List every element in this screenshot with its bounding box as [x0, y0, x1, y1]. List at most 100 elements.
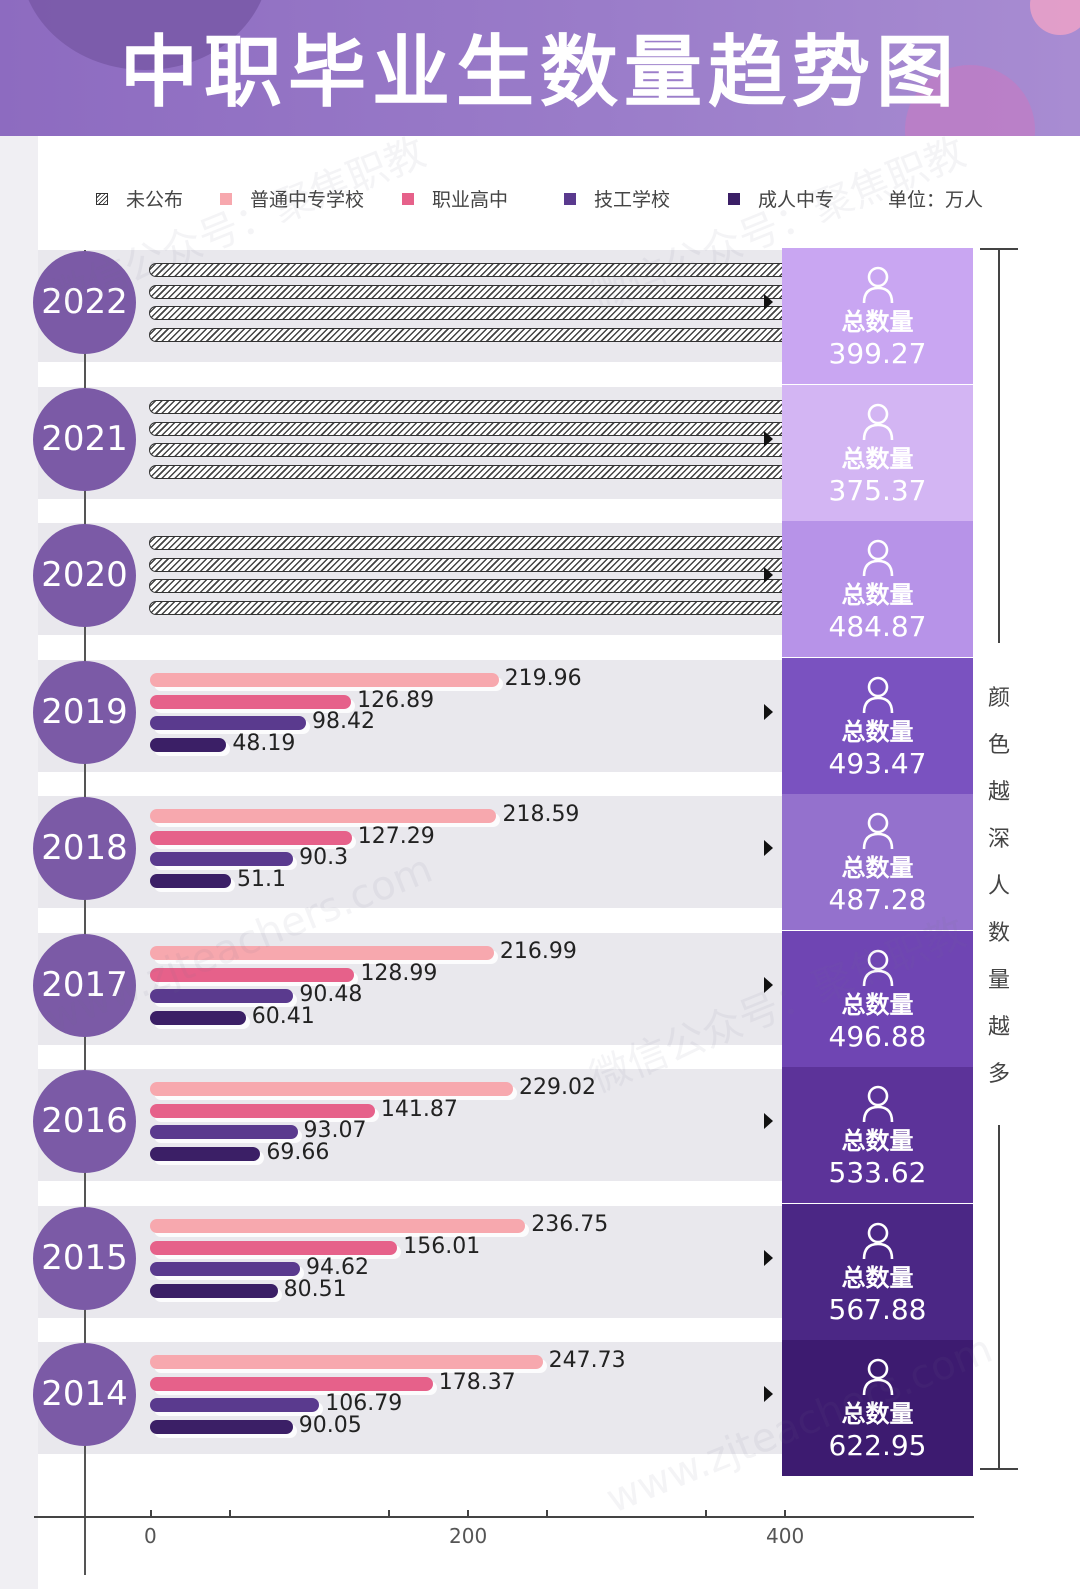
total-value: 487.28 — [828, 883, 927, 916]
total-label: 总数量 — [841, 308, 914, 336]
data-label: 80.51 — [283, 1276, 347, 1302]
legend-swatch — [402, 193, 414, 205]
x-tick — [784, 1510, 786, 1518]
x-tick-label: 400 — [766, 1524, 805, 1548]
person-icon — [862, 1085, 894, 1123]
bar-普通中专学校 — [150, 1355, 543, 1369]
total-value: 567.88 — [828, 1292, 927, 1326]
arrow-icon — [764, 703, 773, 720]
person-icon — [862, 676, 894, 714]
arrow-icon — [764, 840, 773, 856]
data-label: 93.07 — [303, 1118, 367, 1143]
total-cell: 总数量 622.95 — [782, 1340, 973, 1476]
arrow-icon — [764, 976, 773, 993]
data-label: 48.19 — [232, 730, 296, 756]
person-icon — [862, 403, 894, 441]
person-icon — [862, 1222, 894, 1260]
bar-职业高中 — [150, 967, 355, 982]
data-label: 219.96 — [504, 665, 582, 691]
total-label: 总数量 — [841, 1127, 914, 1155]
legend-label: 未公布 — [126, 189, 184, 211]
bar-职业高中 — [150, 1104, 375, 1118]
x-tick — [467, 1510, 469, 1518]
bar-成人中专 — [150, 737, 227, 752]
year-marker: 2016 — [33, 1070, 136, 1173]
x-tick-label: 200 — [449, 1524, 488, 1548]
year-marker: 2022 — [33, 251, 136, 354]
arrow-icon — [764, 294, 773, 310]
legend-swatch — [96, 193, 108, 205]
bracket-cap — [980, 248, 1018, 250]
data-label: 90.3 — [299, 845, 349, 870]
x-axis — [34, 1516, 974, 1518]
bracket-line — [998, 1125, 1000, 1470]
arrow-icon — [764, 1113, 773, 1129]
legend-swatch — [220, 193, 232, 205]
total-cell: 总数量 496.88 — [782, 930, 973, 1067]
legend-swatch — [728, 193, 740, 205]
bar-普通中专学校 — [150, 672, 499, 687]
total-label: 总数量 — [841, 1263, 914, 1292]
data-label: 247.73 — [548, 1348, 626, 1373]
total-value: 399.27 — [828, 337, 927, 370]
bar-成人中专 — [150, 1283, 278, 1298]
page-title: 中职毕业生数量趋势图 — [119, 28, 960, 118]
unpublished-bar — [149, 263, 783, 277]
year-marker: 2020 — [33, 524, 136, 627]
bar-技工学校 — [150, 852, 294, 866]
bar-职业高中 — [150, 831, 352, 845]
unpublished-bar — [149, 328, 783, 342]
total-label: 总数量 — [841, 1400, 914, 1428]
unpublished-bar — [149, 399, 783, 414]
data-label: 90.48 — [299, 981, 363, 1007]
person-icon — [862, 1358, 894, 1396]
total-label: 总数量 — [841, 444, 914, 473]
left-margin — [0, 136, 38, 1589]
side-note: 颜色越深人数量越多 — [987, 686, 1010, 1087]
arrow-icon — [764, 430, 773, 447]
year-marker: 2014 — [33, 1343, 136, 1446]
x-tick — [150, 1510, 152, 1518]
bar-普通中专学校 — [150, 1218, 526, 1233]
legend-label: 普通中专学校 — [250, 189, 365, 211]
legend-swatch — [564, 193, 576, 205]
arrow-icon — [764, 567, 773, 583]
person-icon — [862, 266, 894, 304]
data-label: 126.89 — [357, 687, 435, 713]
person-icon — [862, 949, 894, 987]
bar-技工学校 — [150, 1125, 298, 1139]
person-icon — [862, 539, 894, 577]
total-label: 总数量 — [841, 717, 914, 746]
unpublished-bar — [149, 558, 783, 572]
total-cell: 总数量 375.37 — [782, 384, 973, 521]
unpublished-bar — [149, 464, 783, 479]
data-label: 216.99 — [499, 938, 577, 964]
total-value: 622.95 — [828, 1429, 927, 1462]
right-margin — [1028, 136, 1080, 1589]
total-cell: 总数量 567.88 — [782, 1203, 973, 1340]
legend-label: 技工学校 — [594, 189, 671, 211]
x-minor-tick — [546, 1510, 549, 1518]
x-minor-tick — [704, 1510, 707, 1518]
data-label: 229.02 — [518, 1075, 596, 1100]
unpublished-bar — [149, 421, 783, 436]
unpublished-bar — [149, 442, 783, 457]
total-cell: 总数量 487.28 — [782, 794, 973, 930]
unpublished-bar — [149, 306, 783, 320]
unit-label: 单位：万人 — [888, 189, 984, 211]
year-marker: 2017 — [33, 933, 136, 1037]
data-label: 178.37 — [438, 1370, 516, 1395]
legend-label: 成人中专 — [758, 189, 835, 211]
bar-普通中专学校 — [150, 945, 494, 960]
data-label: 98.42 — [311, 708, 375, 734]
bracket-line — [998, 248, 1000, 643]
bar-普通中专学校 — [150, 809, 497, 823]
year-marker: 2021 — [33, 387, 136, 491]
arrow-icon — [764, 1386, 773, 1402]
timeline-line — [84, 250, 86, 1575]
bar-成人中专 — [150, 1420, 293, 1434]
data-label: 51.1 — [236, 867, 286, 892]
bar-职业高中 — [150, 1240, 398, 1255]
total-value: 484.87 — [828, 610, 927, 643]
year-marker: 2019 — [33, 660, 136, 764]
